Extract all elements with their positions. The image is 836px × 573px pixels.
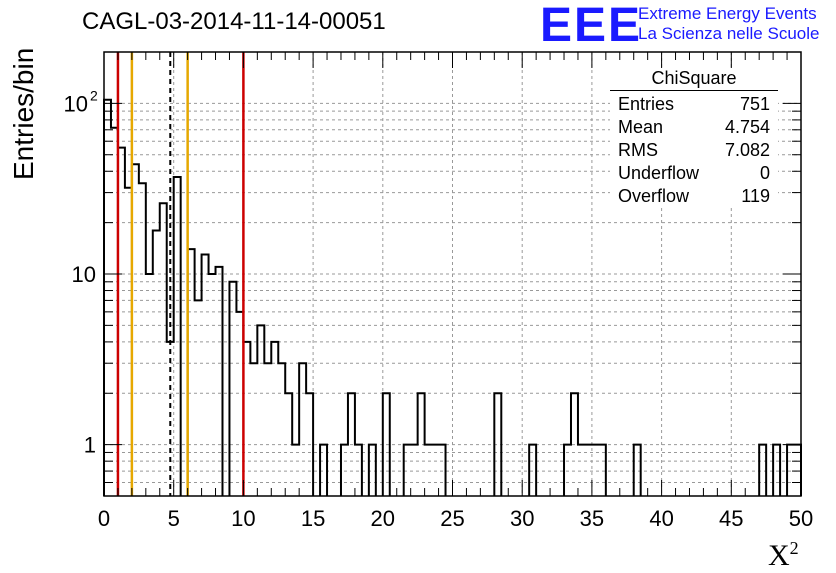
- x-tick-label: 15: [301, 506, 325, 531]
- y-axis-label: Entries/bin: [8, 47, 39, 180]
- stats-title: ChiSquare: [610, 68, 778, 91]
- y-tick-label: 10: [64, 91, 88, 116]
- stats-box: ChiSquare Entries 751 Mean 4.754 RMS 7.082 …: [610, 68, 778, 208]
- stats-value: 119: [741, 186, 770, 206]
- logo-line-1: Extreme Energy Events: [638, 4, 817, 23]
- stats-row-underflow: Underflow 0: [610, 162, 778, 185]
- stats-label: Underflow: [618, 163, 700, 183]
- x-axis-label: X2: [768, 538, 799, 573]
- x-tick-label: 45: [719, 506, 743, 531]
- stats-row-mean: Mean 4.754: [610, 116, 778, 139]
- x-tick-label: 10: [231, 506, 255, 531]
- x-tick-label: 35: [580, 506, 604, 531]
- x-tick-label: 40: [649, 506, 673, 531]
- stats-label: Overflow: [618, 186, 690, 206]
- y-tick-label-exponent: 2: [90, 87, 98, 103]
- x-axis-label-base: X: [768, 539, 790, 572]
- stats-value: 4.754: [724, 117, 770, 137]
- eee-logo: EEE Extreme Energy Events La Scienza nel…: [540, 0, 830, 52]
- x-tick-label: 50: [789, 506, 813, 531]
- x-axis-label-sup: 2: [789, 538, 799, 558]
- x-tick-label: 5: [168, 506, 180, 531]
- stats-row-entries: Entries 751: [610, 93, 778, 116]
- histogram-series: [103, 98, 802, 496]
- stats-value: 751: [739, 94, 770, 114]
- stats-label: Mean: [618, 117, 664, 137]
- logo-letters: EEE: [540, 0, 643, 52]
- chart-title: CAGL-03-2014-11-14-00051: [82, 8, 386, 35]
- stats-row-overflow: Overflow 119: [610, 185, 778, 208]
- stats-row-rms: RMS 7.082: [610, 139, 778, 162]
- logo-line-2: La Scienza nelle Scuole: [638, 24, 820, 43]
- stats-value: 7.082: [724, 140, 770, 160]
- stats-value: 0: [759, 163, 770, 183]
- x-tick-label: 0: [98, 506, 110, 531]
- x-tick-label: 25: [440, 506, 464, 531]
- x-tick-label: 30: [510, 506, 534, 531]
- y-tick-label: 1: [84, 433, 96, 458]
- x-tick-label: 20: [371, 506, 395, 531]
- stats-label: RMS: [618, 140, 658, 160]
- stats-label: Entries: [618, 94, 675, 114]
- y-tick-label: 10: [72, 262, 96, 287]
